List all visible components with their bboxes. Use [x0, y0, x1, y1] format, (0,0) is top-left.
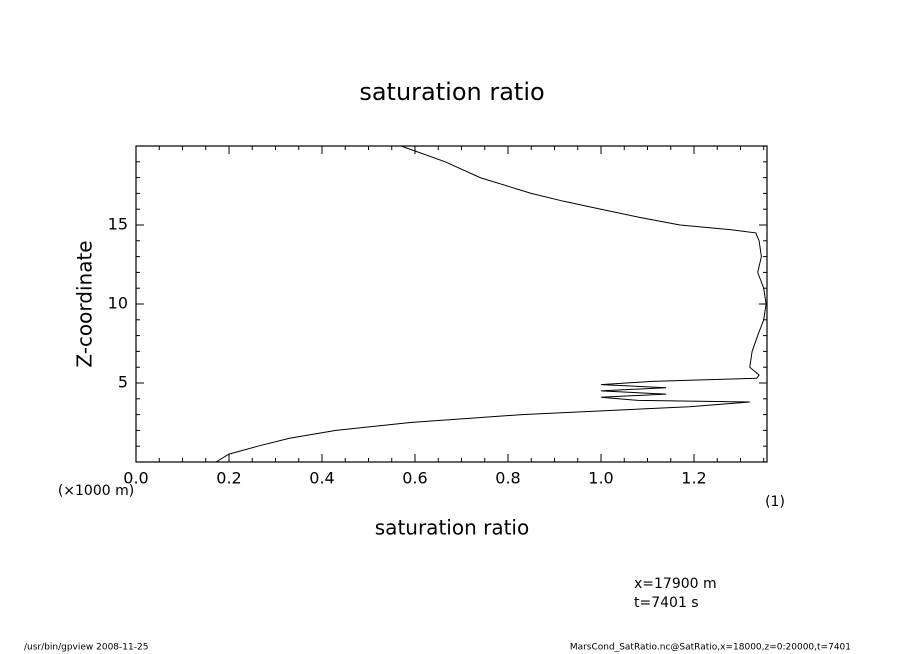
y-tick-label: 5	[118, 373, 128, 392]
annotation: t=7401 s	[634, 595, 699, 611]
y-axis-label: Z-coordinate	[73, 240, 97, 367]
plot-frame	[135, 145, 768, 463]
x-tick-label: 0.0	[123, 469, 148, 488]
x-tick-label: 0.2	[216, 469, 241, 488]
footer-left: /usr/bin/gpview 2008-11-25	[24, 643, 148, 653]
footer-right: MarsCond_SatRatio.nc@SatRatio,x=18000,z=…	[570, 643, 851, 653]
x-tick-label: 0.8	[495, 469, 520, 488]
annotation: x=17900 m	[634, 576, 717, 592]
chart-title: saturation ratio	[359, 78, 544, 106]
x-tick-label: 1.0	[588, 469, 613, 488]
x-tick-label: 1.2	[681, 469, 706, 488]
y-tick-label: 15	[108, 215, 128, 234]
x-unit: (1)	[765, 494, 785, 510]
x-axis-label: saturation ratio	[375, 516, 529, 540]
y-unit: (×1000 m)	[58, 483, 134, 499]
x-tick-label: 0.4	[309, 469, 334, 488]
x-tick-label: 0.6	[402, 469, 427, 488]
profile-line	[215, 145, 767, 463]
y-tick-label: 10	[108, 294, 128, 313]
